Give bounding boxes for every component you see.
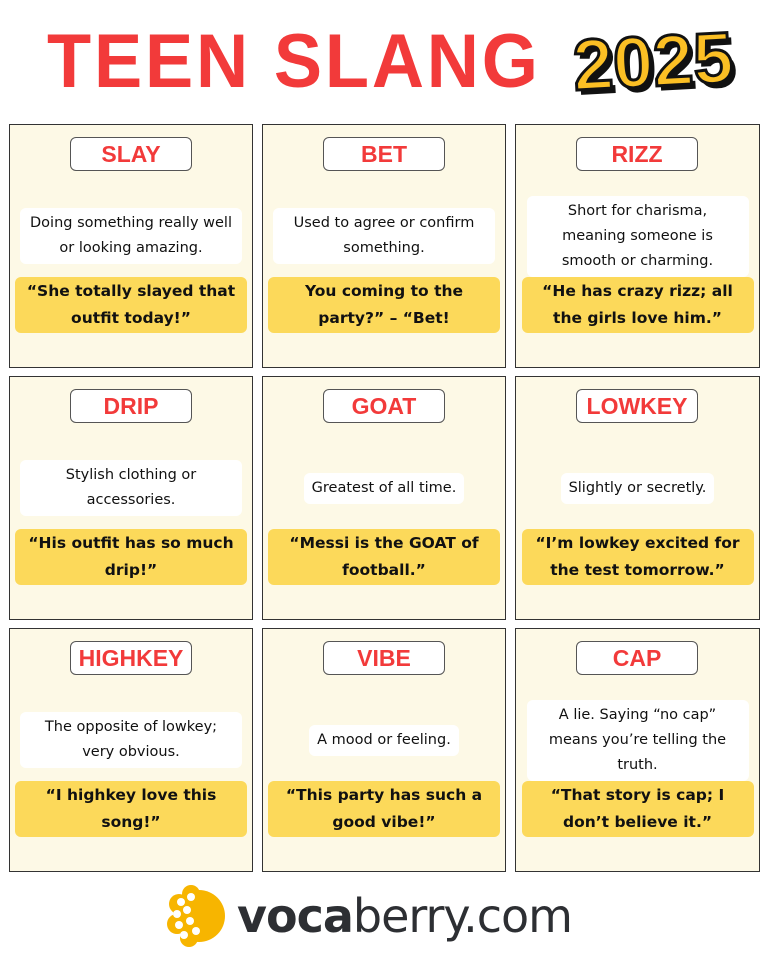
brand-name: vocaberry.com xyxy=(237,889,573,943)
example-text: “He has crazy rizz; all the girls love h… xyxy=(521,277,754,333)
example-box: You coming to the party?” – “Bet! xyxy=(263,275,505,335)
definition-text: Greatest of all time. xyxy=(303,472,465,504)
brand-rest: berry.com xyxy=(352,889,573,943)
example-text: “She totally slayed that outfit today!” xyxy=(15,277,247,333)
definition-box: Greatest of all time. xyxy=(263,455,505,521)
example-text: “I highkey love this song!” xyxy=(15,781,247,837)
definition-box: Stylish clothing or accessories. xyxy=(10,455,252,521)
slang-card-bet: BET Used to agree or confirm something. … xyxy=(262,124,506,368)
slang-word: GOAT xyxy=(323,389,445,423)
example-box: “This party has such a good vibe!” xyxy=(263,779,505,839)
slang-card-slay: SLAY Doing something really well or look… xyxy=(9,124,253,368)
definition-text: Doing something really well or looking a… xyxy=(20,208,242,264)
slang-word: CAP xyxy=(576,641,698,675)
slang-word: HIGHKEY xyxy=(70,641,192,675)
footer-logo: vocaberry.com xyxy=(165,884,573,948)
slang-card-vibe: VIBE A mood or feeling. “This party has … xyxy=(262,628,506,872)
slang-word: VIBE xyxy=(323,641,445,675)
slang-word: DRIP xyxy=(70,389,192,423)
slang-card-lowkey: LOWKEY Slightly or secretly. “I’m lowkey… xyxy=(515,376,760,620)
example-box: “I’m lowkey excited for the test tomorro… xyxy=(516,527,759,587)
example-box: “She totally slayed that outfit today!” xyxy=(10,275,252,335)
definition-text: A mood or feeling. xyxy=(309,724,459,756)
definition-box: Doing something really well or looking a… xyxy=(10,203,252,269)
example-box: “That story is cap; I don’t believe it.” xyxy=(516,779,759,839)
berry-logo-icon xyxy=(167,885,225,947)
slang-card-cap: CAP A lie. Saying “no cap” means you’re … xyxy=(515,628,760,872)
example-text: “His outfit has so much drip!” xyxy=(15,529,247,585)
definition-text: Short for charisma, meaning someone is s… xyxy=(526,195,749,277)
definition-text: Slightly or secretly. xyxy=(560,472,715,504)
slang-word: SLAY xyxy=(70,137,192,171)
slang-word: BET xyxy=(323,137,445,171)
example-text: “Messi is the GOAT of football.” xyxy=(268,529,500,585)
definition-text: A lie. Saying “no cap” means you’re tell… xyxy=(526,699,749,781)
definition-box: The opposite of lowkey; very obvious. xyxy=(10,707,252,773)
slang-card-rizz: RIZZ Short for charisma, meaning someone… xyxy=(515,124,760,368)
definition-box: A lie. Saying “no cap” means you’re tell… xyxy=(516,699,759,781)
title-text: TEEN SLANG xyxy=(47,19,542,104)
definition-box: Short for charisma, meaning someone is s… xyxy=(516,195,759,277)
definition-box: Used to agree or confirm something. xyxy=(263,203,505,269)
definition-box: A mood or feeling. xyxy=(263,707,505,773)
example-box: “He has crazy rizz; all the girls love h… xyxy=(516,275,759,335)
example-box: “I highkey love this song!” xyxy=(10,779,252,839)
slang-word: RIZZ xyxy=(576,137,698,171)
example-text: “I’m lowkey excited for the test tomorro… xyxy=(521,529,754,585)
definition-text: The opposite of lowkey; very obvious. xyxy=(20,712,242,768)
page-title: TEEN SLANG 2025 xyxy=(0,16,768,107)
title-year: 2025 xyxy=(570,16,737,107)
example-text: You coming to the party?” – “Bet! xyxy=(268,277,500,333)
example-text: “This party has such a good vibe!” xyxy=(268,781,500,837)
slang-card-goat: GOAT Greatest of all time. “Messi is the… xyxy=(262,376,506,620)
example-box: “Messi is the GOAT of football.” xyxy=(263,527,505,587)
definition-box: Slightly or secretly. xyxy=(516,455,759,521)
slang-word: LOWKEY xyxy=(576,389,698,423)
brand-bold: voca xyxy=(237,889,354,943)
example-box: “His outfit has so much drip!” xyxy=(10,527,252,587)
slang-grid: SLAY Doing something really well or look… xyxy=(9,124,760,872)
example-text: “That story is cap; I don’t believe it.” xyxy=(521,781,754,837)
slang-card-drip: DRIP Stylish clothing or accessories. “H… xyxy=(9,376,253,620)
definition-text: Stylish clothing or accessories. xyxy=(20,460,242,516)
definition-text: Used to agree or confirm something. xyxy=(273,208,495,264)
slang-card-highkey: HIGHKEY The opposite of lowkey; very obv… xyxy=(9,628,253,872)
